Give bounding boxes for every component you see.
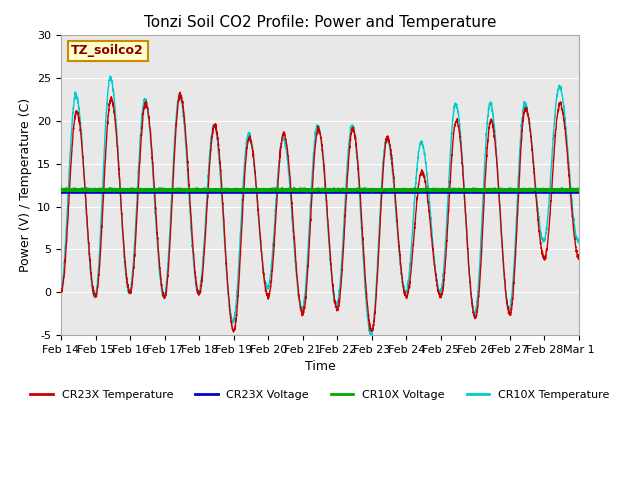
Text: TZ_soilco2: TZ_soilco2 [72,44,144,57]
Title: Tonzi Soil CO2 Profile: Power and Temperature: Tonzi Soil CO2 Profile: Power and Temper… [144,15,496,30]
X-axis label: Time: Time [305,360,335,373]
Legend: CR23X Temperature, CR23X Voltage, CR10X Voltage, CR10X Temperature: CR23X Temperature, CR23X Voltage, CR10X … [26,385,614,404]
Y-axis label: Power (V) / Temperature (C): Power (V) / Temperature (C) [19,98,31,272]
